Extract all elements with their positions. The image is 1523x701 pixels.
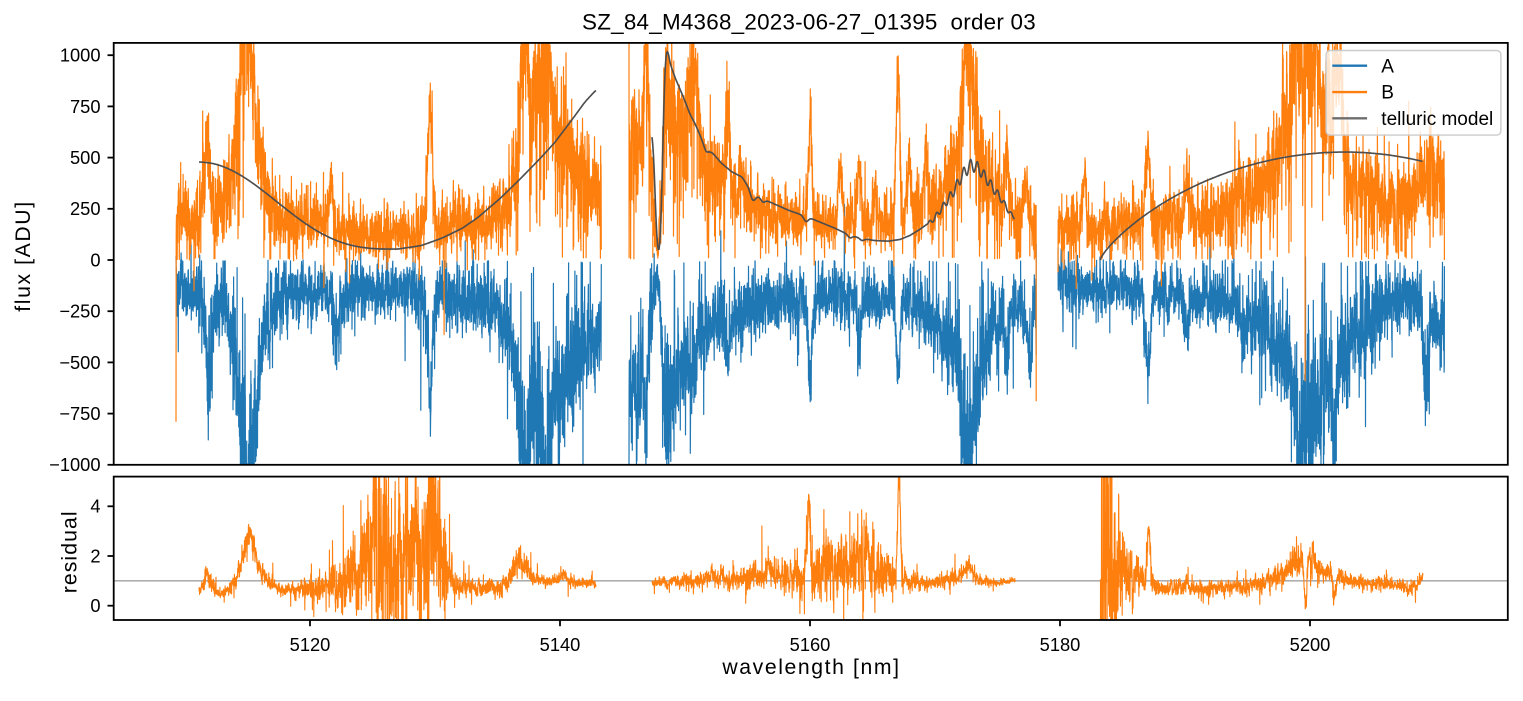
svg-text:5120: 5120 xyxy=(290,634,331,655)
svg-text:5140: 5140 xyxy=(540,634,581,655)
svg-text:0: 0 xyxy=(90,595,100,616)
svg-text:250: 250 xyxy=(70,198,101,219)
svg-text:flux [ADU]: flux [ADU] xyxy=(12,200,35,311)
svg-text:5180: 5180 xyxy=(1040,634,1081,655)
svg-text:5200: 5200 xyxy=(1290,634,1331,655)
svg-text:500: 500 xyxy=(70,147,101,168)
svg-text:−1000: −1000 xyxy=(49,454,100,475)
svg-text:−500: −500 xyxy=(59,352,100,373)
svg-text:−250: −250 xyxy=(59,301,100,322)
svg-text:wavelength [nm]: wavelength [nm] xyxy=(721,656,900,679)
svg-text:5160: 5160 xyxy=(790,634,831,655)
svg-text:2: 2 xyxy=(90,545,100,566)
svg-text:0: 0 xyxy=(90,249,100,270)
svg-text:1000: 1000 xyxy=(60,45,101,66)
svg-text:4: 4 xyxy=(90,496,100,517)
svg-text:residual: residual xyxy=(59,510,82,593)
svg-text:−750: −750 xyxy=(59,403,100,424)
svg-text:B: B xyxy=(1381,83,1394,104)
svg-text:750: 750 xyxy=(70,96,101,117)
svg-text:telluric model: telluric model xyxy=(1381,109,1493,130)
svg-text:SZ_84_M4368_2023-06-27_01395: SZ_84_M4368_2023-06-27_01395 order 03 xyxy=(582,9,1036,34)
svg-text:A: A xyxy=(1381,56,1394,77)
